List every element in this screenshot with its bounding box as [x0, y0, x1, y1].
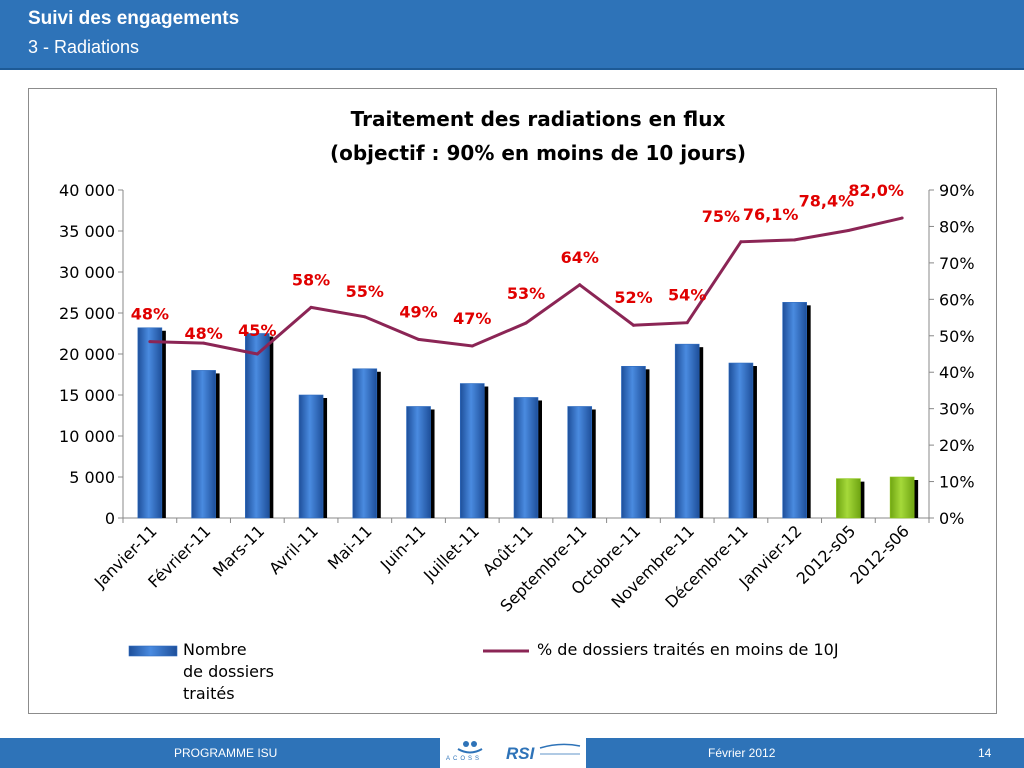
- legend-bar-label: traités: [183, 684, 235, 703]
- slide-footer: PROGRAMME ISU ACOSS RSI Février 2012 14: [0, 738, 1024, 768]
- bar: [782, 302, 807, 519]
- page-number: 14: [978, 746, 992, 760]
- x-tick-label: Avril-11: [265, 521, 322, 578]
- line-point: [524, 321, 528, 325]
- data-label: 45%: [238, 321, 276, 340]
- legend-bar-label: Nombre: [183, 640, 247, 659]
- bar: [191, 370, 216, 519]
- y-right-tick-label: 80%: [939, 217, 975, 236]
- footer-program: PROGRAMME ISU: [174, 746, 278, 760]
- y-left-tick-label: 40 000: [59, 181, 115, 200]
- data-label: 76,1%: [743, 205, 799, 224]
- line-point: [363, 315, 367, 319]
- data-label: 48%: [131, 305, 169, 324]
- data-label: 58%: [292, 270, 330, 289]
- line-point: [202, 341, 206, 345]
- line-point: [793, 238, 797, 242]
- slide-header: Suivi des engagements 3 - Radiations: [0, 0, 1024, 70]
- rsi-logo: RSI: [502, 740, 582, 766]
- y-left-tick-label: 35 000: [59, 222, 115, 241]
- x-tick-label: 2012-s06: [846, 521, 913, 588]
- y-left-tick-label: 15 000: [59, 386, 115, 405]
- y-left-tick-label: 25 000: [59, 304, 115, 323]
- bar: [621, 365, 646, 519]
- bar: [406, 406, 431, 519]
- data-label: 55%: [346, 282, 384, 301]
- line-point: [309, 305, 313, 309]
- bar: [137, 327, 163, 519]
- footer-logos: ACOSS RSI: [440, 738, 586, 768]
- y-right-tick-label: 50%: [939, 327, 975, 346]
- y-left-tick-label: 5 000: [69, 468, 115, 487]
- x-tick-label: Juin-11: [376, 521, 429, 574]
- line-point: [739, 240, 743, 244]
- data-label: 53%: [507, 284, 545, 303]
- y-right-tick-label: 20%: [939, 436, 975, 455]
- data-label: 78,4%: [799, 191, 855, 210]
- line-point: [470, 344, 474, 348]
- line-point: [846, 228, 850, 232]
- y-right-tick-label: 40%: [939, 363, 975, 382]
- line-point: [255, 352, 259, 356]
- data-label: 49%: [399, 302, 437, 321]
- chart-frame: Traitement des radiations en flux (object…: [28, 88, 997, 714]
- data-label: 75%: [702, 207, 740, 226]
- x-tick-label: Mars-11: [209, 521, 268, 580]
- y-right-tick-label: 0%: [939, 509, 964, 528]
- y-right-tick-label: 70%: [939, 254, 975, 273]
- line-point: [631, 323, 635, 327]
- line-point: [148, 340, 152, 344]
- data-label: 48%: [184, 324, 222, 343]
- slide-title: Suivi des engagements: [28, 8, 240, 29]
- data-label: 82,0%: [848, 181, 904, 200]
- bar: [459, 383, 485, 519]
- chart-subtitle: (objectif : 90% en moins de 10 jours): [330, 141, 746, 165]
- line-point: [685, 321, 689, 325]
- rsi-logo-swoosh-icon: [539, 743, 581, 755]
- bar: [836, 478, 861, 519]
- acoss-logo: ACOSS: [446, 740, 494, 766]
- chart: Traitement des radiations en flux (object…: [59, 107, 975, 703]
- data-label: 52%: [614, 288, 652, 307]
- y-left-tick-label: 20 000: [59, 345, 115, 364]
- line-point: [417, 337, 421, 341]
- legend-bar-label: de dossiers: [183, 662, 274, 681]
- x-tick-label: Juillet-11: [419, 521, 483, 585]
- slide-subtitle: 3 - Radiations: [28, 37, 140, 57]
- acoss-logo-text: ACOSS: [446, 756, 483, 762]
- bar: [298, 394, 324, 519]
- y-right-tick-label: 10%: [939, 473, 975, 492]
- bar: [674, 343, 700, 519]
- data-label: 64%: [561, 248, 599, 267]
- rsi-logo-text: RSI: [506, 744, 535, 763]
- chart-title: Traitement des radiations en flux: [351, 107, 726, 131]
- legend-line-label: % de dossiers traités en moins de 10J: [537, 640, 839, 659]
- footer-date: Février 2012: [708, 746, 776, 760]
- data-label: 54%: [668, 286, 706, 305]
- line-point: [900, 216, 904, 220]
- bar: [245, 333, 270, 519]
- y-left-tick-label: 0: [105, 509, 115, 528]
- y-left-tick-label: 30 000: [59, 263, 115, 282]
- y-right-tick-label: 90%: [939, 181, 975, 200]
- bar: [352, 368, 378, 519]
- bar: [513, 397, 539, 519]
- data-label: 47%: [453, 309, 491, 328]
- bar: [728, 362, 754, 519]
- line-point: [578, 283, 582, 287]
- y-right-tick-label: 30%: [939, 400, 975, 419]
- acoss-logo-icon: [457, 741, 483, 754]
- legend-bar-swatch: [128, 645, 178, 657]
- bar: [889, 476, 915, 519]
- bar: [567, 406, 593, 519]
- x-tick-label: Mai-11: [324, 521, 376, 573]
- header-divider: [0, 68, 1024, 70]
- y-right-tick-label: 60%: [939, 290, 975, 309]
- y-left-tick-label: 10 000: [59, 427, 115, 446]
